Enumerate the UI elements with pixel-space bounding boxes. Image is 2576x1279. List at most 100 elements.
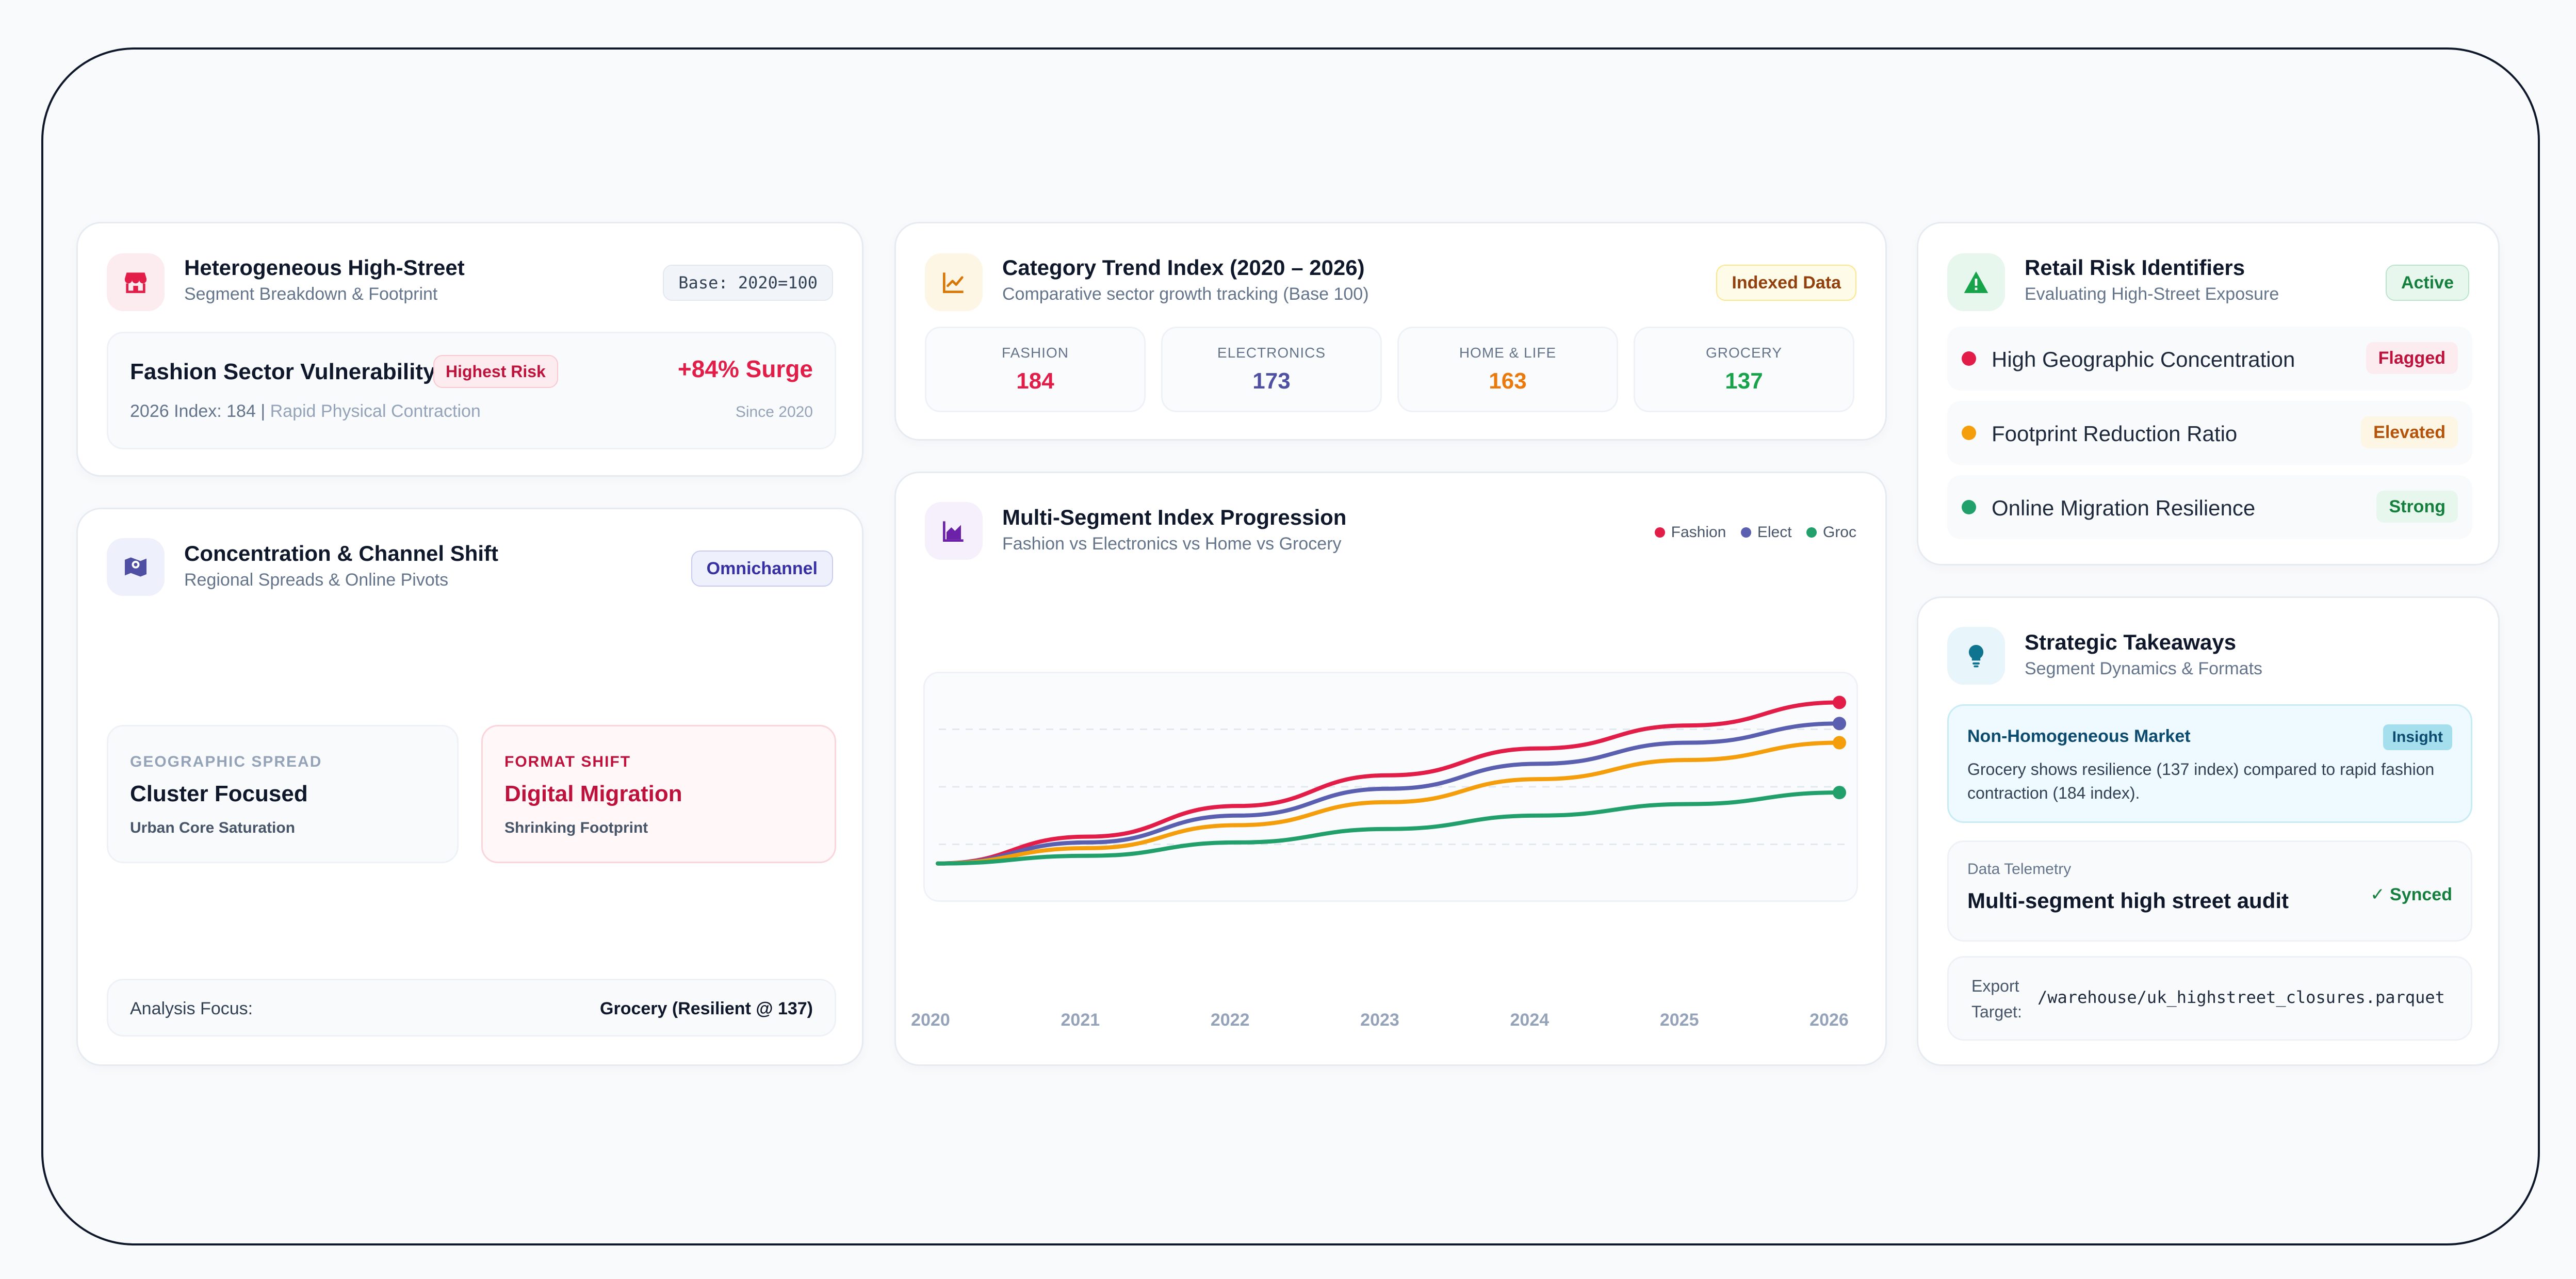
stat-value: 163 (1489, 368, 1527, 394)
legend-item-fashion: Fashion (1654, 524, 1726, 541)
focus-value: Grocery (Resilient @ 137) (600, 999, 813, 1018)
stat-label: HOME & LIFE (1459, 345, 1557, 361)
risk-tag: Flagged (2366, 342, 2458, 374)
stat-label: GROCERY (1705, 345, 1783, 361)
card-subtitle: Segment Dynamics & Formats (2025, 659, 2263, 678)
store-icon (107, 253, 165, 311)
indexed-data-tag: Indexed Data (1716, 265, 1856, 301)
x-tick-label: 2022 (1210, 1010, 1250, 1030)
card-subtitle: Segment Breakdown & Footprint (184, 284, 438, 304)
stat-electronics: ELECTRONICS 173 (1161, 327, 1382, 412)
risk-row: High Geographic Concentration Flagged (1947, 327, 2472, 391)
legend-dot (1806, 527, 1817, 538)
stat-value: 137 (1725, 368, 1763, 394)
format-label: FORMAT SHIFT (504, 753, 631, 770)
insight-text: Grocery shows resilience (137 index) com… (1967, 760, 2435, 802)
stat-label: ELECTRONICS (1217, 345, 1326, 361)
telemetry-panel: Data Telemetry Multi-segment high street… (1947, 840, 2472, 942)
x-tick-label: 2020 (911, 1010, 950, 1030)
format-shift-panel: FORMAT SHIFT Digital Migration Shrinking… (481, 725, 836, 863)
line-chart-icon (925, 253, 983, 311)
status-dot (1962, 500, 1976, 514)
card-title: Heterogeneous High-Street (184, 255, 465, 280)
telemetry-value: Multi-segment high street audit (1967, 888, 2289, 913)
export-panel: Export Target: /warehouse/uk_highstreet_… (1947, 956, 2472, 1041)
stat-label: FASHION (1002, 345, 1069, 361)
omnichannel-tag: Omnichannel (691, 551, 833, 587)
high-street-card: Heterogeneous High-Street Segment Breakd… (76, 222, 863, 477)
stat-home-life: HOME & LIFE 163 (1397, 327, 1618, 412)
index-line: 2026 Index: 184 | Rapid Physical Contrac… (130, 401, 481, 422)
synced-status: ✓ Synced (2370, 884, 2452, 905)
index-value: 2026 Index: 184 (130, 401, 256, 421)
x-tick-label: 2021 (1061, 1010, 1100, 1030)
x-tick-label: 2024 (1510, 1010, 1550, 1030)
strategic-takeaways-card: Strategic Takeaways Segment Dynamics & F… (1917, 596, 2500, 1066)
card-subtitle: Evaluating High-Street Exposure (2025, 284, 2279, 304)
status-dot (1962, 351, 1976, 366)
legend-dot (1654, 527, 1665, 538)
risk-tag: Elevated (2361, 416, 2458, 448)
legend-dot (1740, 527, 1751, 538)
active-tag: Active (2385, 265, 2469, 301)
insight-panel: Non-Homogeneous Market Insight Grocery s… (1947, 704, 2472, 823)
check-icon: ✓ (2370, 885, 2390, 904)
card-title: Strategic Takeaways (2025, 630, 2237, 654)
legend-label: Groc (1822, 524, 1856, 541)
insight-title: Non-Homogeneous Market (1967, 726, 2191, 746)
concentration-card: Concentration & Channel Shift Regional S… (76, 508, 863, 1066)
geo-note: Urban Core Saturation (130, 819, 296, 836)
risk-identifiers-card: Retail Risk Identifiers Evaluating High-… (1917, 222, 2500, 565)
risk-label: Footprint Reduction Ratio (1992, 422, 2238, 446)
status-dot (1962, 426, 1976, 440)
export-path[interactable]: /warehouse/uk_highstreet_closures.parque… (2037, 987, 2445, 1007)
focus-label: Analysis Focus: (130, 999, 253, 1018)
chart-plot-area (923, 672, 1858, 902)
x-tick-label: 2025 (1659, 1010, 1699, 1030)
index-separator: | (255, 401, 270, 421)
stat-fashion: FASHION 184 (925, 327, 1146, 412)
warning-icon (1947, 253, 2005, 311)
stat-value: 184 (1016, 368, 1054, 394)
format-value: Digital Migration (504, 781, 682, 806)
risk-label: High Geographic Concentration (1992, 347, 2295, 371)
card-title: Category Trend Index (2020 – 2026) (1002, 255, 1365, 280)
card-title: Retail Risk Identifiers (2025, 255, 2245, 280)
risk-badge: Highest Risk (433, 355, 558, 388)
base-tag: Base: 2020=100 (663, 265, 833, 301)
since-label: Since 2020 (735, 403, 813, 420)
risk-row: Footprint Reduction Ratio Elevated (1947, 401, 2472, 465)
export-label-line: Target: (1971, 1002, 2022, 1021)
legend-label: Fashion (1671, 524, 1726, 541)
risk-row: Online Migration Resilience Strong (1947, 475, 2472, 539)
chart-legend: Fashion Elect Groc (1642, 524, 1856, 541)
x-tick-label: 2026 (1809, 1010, 1849, 1030)
geo-label: GEOGRAPHIC SPREAD (130, 753, 322, 770)
area-chart-icon (925, 502, 983, 560)
card-title: Multi-Segment Index Progression (1002, 505, 1347, 529)
surge-value: +84% Surge (677, 355, 813, 382)
map-pin-icon (107, 538, 165, 596)
lightbulb-icon (1947, 627, 2005, 685)
telemetry-label: Data Telemetry (1967, 861, 2072, 878)
export-label-line: Export (1971, 977, 2019, 995)
geographic-spread-panel: GEOGRAPHIC SPREAD Cluster Focused Urban … (107, 725, 459, 863)
risk-label: Online Migration Resilience (1992, 496, 2256, 520)
index-note: Rapid Physical Contraction (270, 401, 481, 421)
export-label: Export Target: (1971, 973, 2022, 1025)
fashion-vulnerability-panel: Fashion Sector Vulnerability Highest Ris… (107, 332, 836, 449)
card-subtitle: Fashion vs Electronics vs Home vs Grocer… (1002, 534, 1342, 554)
trend-index-card: Category Trend Index (2020 – 2026) Compa… (894, 222, 1887, 441)
synced-label: Synced (2390, 885, 2452, 904)
risk-tag: Strong (2376, 491, 2458, 523)
geo-value: Cluster Focused (130, 781, 308, 806)
legend-label: Elect (1757, 524, 1792, 541)
stat-grocery: GROCERY 137 (1634, 327, 1854, 412)
x-tick-label: 2023 (1360, 1010, 1399, 1030)
analysis-focus-bar: Analysis Focus: Grocery (Resilient @ 137… (107, 979, 836, 1037)
insight-tag: Insight (2383, 724, 2452, 750)
stat-value: 173 (1252, 368, 1291, 394)
fashion-title: Fashion Sector Vulnerability (130, 359, 436, 384)
legend-item-elect: Elect (1740, 524, 1792, 541)
format-note: Shrinking Footprint (504, 819, 648, 836)
